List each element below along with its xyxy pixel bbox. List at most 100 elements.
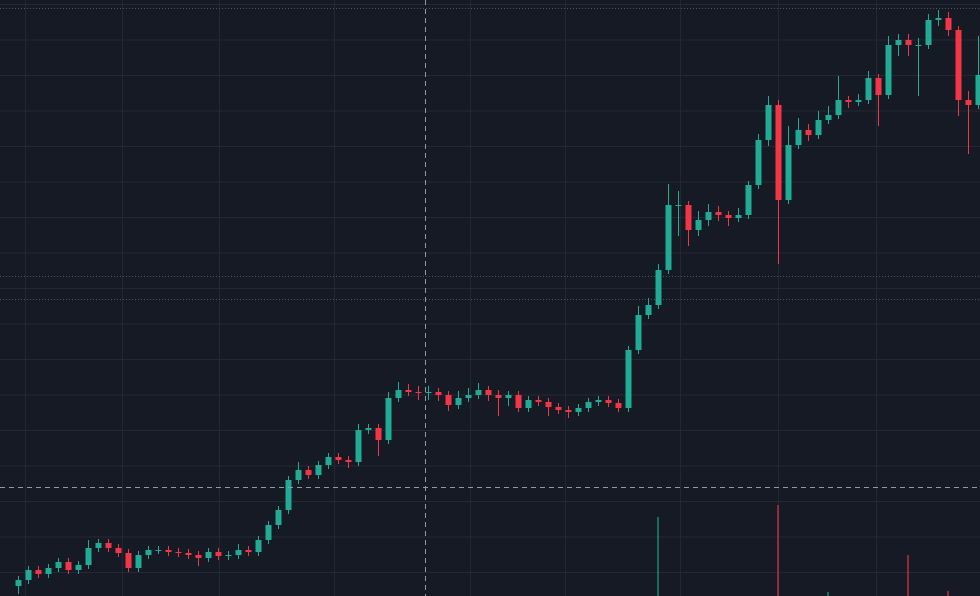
candle-body: [105, 543, 112, 548]
candle-body: [955, 30, 962, 100]
candle-body: [975, 75, 980, 105]
candle-body: [25, 570, 32, 580]
candle-body: [545, 402, 552, 407]
candle-body: [905, 40, 912, 45]
candle-body: [865, 78, 872, 100]
candle-body: [95, 543, 102, 548]
volume-bar: [827, 592, 829, 596]
candle-body: [135, 555, 142, 568]
candle-body: [65, 562, 72, 570]
candle-body: [635, 315, 642, 350]
candle-body: [455, 398, 462, 405]
candle-body: [325, 457, 332, 465]
candle-body: [465, 395, 472, 398]
candle-body: [575, 408, 582, 412]
candle-body: [815, 120, 822, 135]
candle-body: [565, 410, 572, 412]
candle-body: [825, 115, 832, 120]
candle-body: [355, 430, 362, 462]
candle-body: [475, 390, 482, 395]
candle-body: [895, 40, 902, 45]
candle-body: [55, 562, 62, 568]
candle-body: [155, 550, 162, 551]
candle-body: [965, 100, 972, 105]
candle-body: [235, 550, 242, 555]
candle-body: [755, 140, 762, 185]
candle-body: [535, 400, 542, 402]
candle-body: [915, 45, 922, 46]
candle-body: [885, 45, 892, 95]
volume-bar: [907, 555, 909, 596]
candle-body: [395, 390, 402, 398]
candle-body: [445, 395, 452, 405]
candle-body: [425, 392, 432, 393]
candle-body: [855, 100, 862, 102]
candle-body: [945, 18, 952, 30]
volume-bar: [657, 517, 659, 596]
candle-body: [115, 548, 122, 553]
candle-body: [845, 100, 852, 102]
candle-body: [255, 540, 262, 552]
candle-body: [615, 403, 622, 408]
candle-body: [405, 390, 412, 392]
candle-body: [15, 580, 22, 586]
candle-body: [785, 145, 792, 200]
candle-body: [765, 105, 772, 140]
candle-body: [555, 407, 562, 410]
candle-body: [35, 570, 42, 574]
candle-body: [745, 185, 752, 215]
candle-body: [875, 78, 882, 95]
candle-body: [225, 555, 232, 556]
candle-body: [515, 395, 522, 408]
candle-body: [835, 100, 842, 115]
candle-body: [505, 395, 512, 398]
candle-body: [735, 215, 742, 218]
candle-body: [715, 212, 722, 215]
candle-body: [705, 212, 712, 220]
candle-body: [165, 550, 172, 552]
candle-body: [45, 568, 52, 574]
candle-body: [205, 552, 212, 558]
candle-body: [145, 550, 152, 555]
candle-body: [925, 20, 932, 45]
candle-body: [265, 525, 272, 540]
candle-body: [655, 270, 662, 305]
candle-body: [805, 130, 812, 135]
candle-body: [385, 398, 392, 440]
candle-body: [795, 130, 802, 145]
candle-body: [365, 428, 372, 430]
candle-body: [245, 550, 252, 552]
candle-body: [485, 390, 492, 395]
candle-body: [305, 470, 312, 475]
candle-body: [625, 350, 632, 408]
volume-pane: [657, 505, 949, 596]
candle-body: [75, 565, 82, 570]
candle-body: [295, 470, 302, 480]
candle-body: [525, 400, 532, 408]
candles: [15, 10, 980, 594]
candle-body: [275, 510, 282, 525]
candle-body: [375, 428, 382, 440]
candle-body: [605, 400, 612, 403]
candle-body: [125, 553, 132, 568]
candle-body: [215, 552, 222, 556]
candle-body: [185, 553, 192, 555]
candle-body: [685, 205, 692, 230]
candle-body: [315, 465, 322, 475]
candle-body: [195, 555, 202, 558]
candle-body: [725, 215, 732, 218]
candle-body: [645, 305, 652, 315]
volume-bar: [777, 505, 779, 596]
candle-body: [935, 18, 942, 20]
candle-body: [495, 395, 502, 398]
candle-body: [415, 392, 422, 393]
candle-body: [175, 552, 182, 553]
volume-bar: [947, 591, 949, 596]
candle-body: [285, 480, 292, 510]
candle-body: [585, 402, 592, 408]
candle-body: [675, 205, 682, 206]
candle-body: [775, 105, 782, 200]
candle-body: [85, 548, 92, 565]
